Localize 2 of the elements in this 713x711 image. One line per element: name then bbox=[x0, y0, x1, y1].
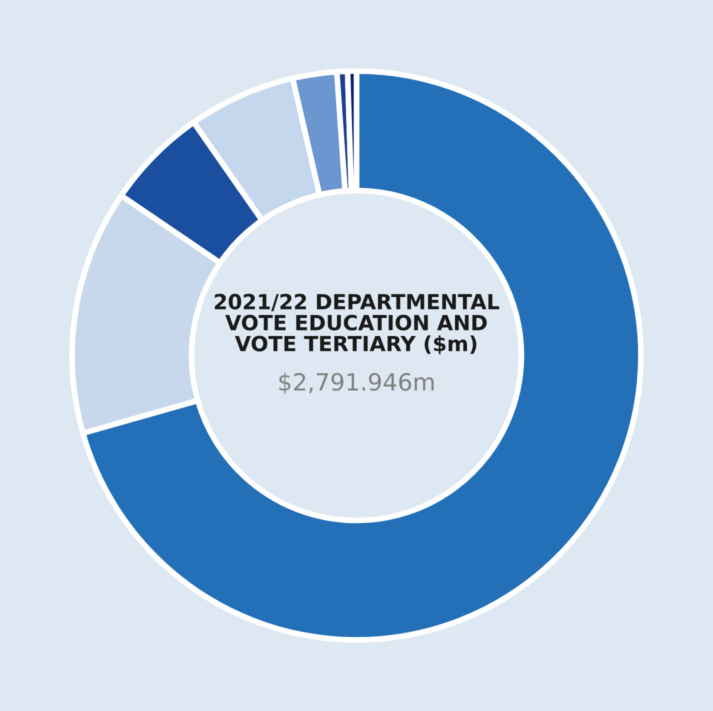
text: $2,791.946m bbox=[279, 372, 434, 394]
text: 2021/22 DEPARTMENTAL VOTE EDUCATION AND VOTE TERTIARY ($m) bbox=[214, 294, 500, 354]
